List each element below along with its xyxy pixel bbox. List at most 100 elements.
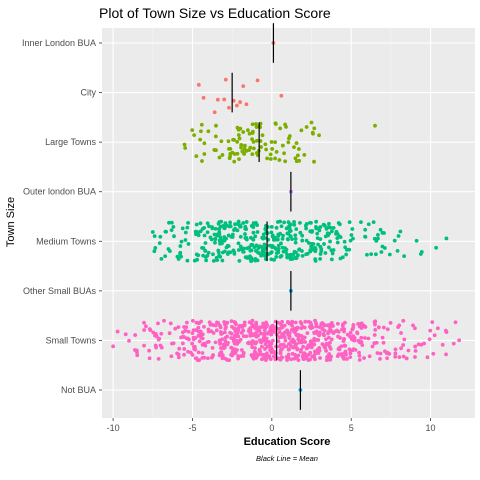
data-point bbox=[336, 221, 341, 225]
data-point bbox=[293, 156, 298, 161]
data-point bbox=[255, 230, 260, 234]
data-point bbox=[296, 147, 301, 151]
data-point bbox=[163, 254, 168, 259]
data-point bbox=[242, 323, 247, 328]
data-point bbox=[186, 242, 191, 246]
data-point bbox=[373, 328, 378, 332]
data-point bbox=[318, 356, 322, 360]
data-point bbox=[350, 227, 355, 231]
data-point bbox=[179, 254, 183, 259]
data-point bbox=[385, 356, 389, 360]
data-point bbox=[309, 345, 314, 350]
data-point bbox=[331, 248, 336, 252]
data-point bbox=[316, 351, 321, 356]
data-point bbox=[236, 356, 241, 361]
data-point bbox=[381, 325, 386, 330]
data-point bbox=[218, 340, 223, 345]
data-point bbox=[191, 328, 196, 333]
data-point bbox=[329, 329, 334, 334]
data-point bbox=[268, 357, 273, 362]
data-point bbox=[402, 337, 407, 342]
data-point bbox=[236, 133, 241, 137]
data-point bbox=[206, 327, 211, 332]
data-point bbox=[198, 137, 203, 142]
data-point bbox=[357, 350, 361, 355]
data-point bbox=[269, 332, 274, 337]
data-point bbox=[315, 231, 320, 236]
data-point bbox=[444, 330, 449, 334]
data-point bbox=[241, 246, 246, 251]
data-point bbox=[152, 234, 157, 239]
data-point bbox=[331, 225, 336, 230]
data-point bbox=[262, 242, 267, 247]
data-point bbox=[292, 356, 297, 361]
data-point bbox=[194, 154, 199, 159]
data-point bbox=[312, 336, 317, 341]
data-point bbox=[135, 350, 139, 355]
data-point bbox=[221, 344, 226, 349]
data-point bbox=[202, 152, 207, 156]
data-point bbox=[344, 352, 348, 357]
data-point bbox=[250, 339, 255, 343]
data-point bbox=[156, 321, 160, 326]
data-point bbox=[309, 229, 314, 234]
data-point bbox=[341, 339, 346, 343]
data-point bbox=[392, 238, 397, 243]
data-point bbox=[294, 141, 299, 146]
data-point bbox=[288, 343, 293, 348]
data-point bbox=[378, 357, 382, 361]
data-point bbox=[303, 340, 308, 344]
data-point bbox=[192, 258, 197, 263]
data-point bbox=[250, 318, 255, 323]
data-points bbox=[111, 41, 462, 392]
data-point bbox=[182, 347, 187, 351]
data-point bbox=[306, 319, 311, 324]
data-point bbox=[260, 133, 265, 138]
data-point bbox=[242, 143, 247, 148]
data-point bbox=[200, 356, 205, 360]
data-point bbox=[290, 323, 295, 328]
data-point bbox=[348, 355, 353, 360]
data-point bbox=[213, 340, 218, 345]
data-point bbox=[299, 338, 304, 343]
data-point bbox=[378, 227, 383, 232]
data-point bbox=[227, 105, 231, 110]
data-point bbox=[237, 259, 242, 263]
x-tick-label: -10 bbox=[107, 423, 120, 433]
data-point bbox=[285, 237, 290, 241]
data-point bbox=[298, 230, 303, 235]
data-point bbox=[401, 354, 406, 359]
data-point bbox=[216, 221, 221, 226]
data-point bbox=[268, 152, 273, 157]
data-point bbox=[214, 148, 218, 153]
data-point bbox=[215, 97, 220, 102]
data-point bbox=[159, 345, 164, 350]
data-point bbox=[254, 122, 258, 126]
data-point bbox=[335, 328, 339, 333]
data-point bbox=[304, 226, 309, 231]
data-point bbox=[192, 133, 197, 138]
data-point bbox=[280, 143, 285, 148]
data-point bbox=[213, 226, 218, 231]
data-point bbox=[197, 339, 202, 344]
data-point bbox=[298, 349, 303, 354]
data-point bbox=[376, 325, 381, 330]
data-point bbox=[317, 133, 321, 138]
data-point bbox=[393, 351, 398, 356]
data-point bbox=[375, 351, 380, 355]
data-point bbox=[367, 354, 372, 359]
data-point bbox=[302, 153, 307, 157]
data-point bbox=[270, 244, 274, 248]
data-point bbox=[201, 342, 205, 347]
data-point bbox=[306, 358, 311, 362]
data-point bbox=[237, 157, 241, 162]
data-point bbox=[196, 82, 201, 87]
data-point bbox=[303, 319, 308, 324]
data-point bbox=[253, 326, 258, 330]
data-point bbox=[304, 252, 309, 257]
data-point bbox=[413, 326, 417, 331]
data-point bbox=[243, 232, 247, 236]
data-point bbox=[204, 258, 209, 263]
data-point bbox=[284, 355, 289, 359]
data-point bbox=[302, 351, 307, 355]
